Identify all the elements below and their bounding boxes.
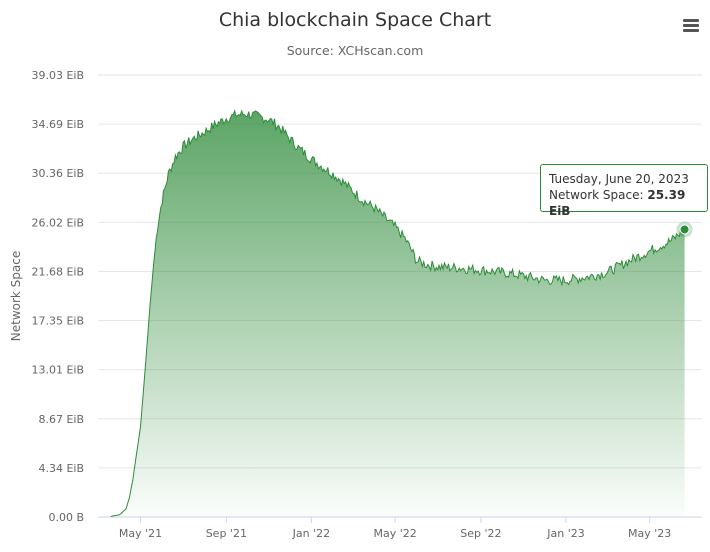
- x-tick-label: Sep '21: [206, 527, 247, 540]
- x-tick-label: Jan '22: [292, 527, 330, 540]
- x-tick-label: Sep '22: [460, 527, 501, 540]
- series-line: [110, 109, 685, 517]
- tooltip-value: 25.39 EiB: [549, 188, 686, 218]
- y-tick-label: 13.01 EiB: [31, 364, 84, 377]
- y-tick-label: 30.36 EiB: [31, 167, 84, 180]
- chart-title: Chia blockchain Space Chart: [218, 9, 492, 31]
- y-tick-label: 39.03 EiB: [31, 69, 84, 82]
- tooltip-label: Network Space:: [549, 188, 644, 202]
- tooltip: Tuesday, June 20, 2023 Network Space: 25…: [540, 164, 708, 218]
- hover-point[interactable]: [679, 224, 690, 235]
- y-tick-label: 26.02 EiB: [31, 216, 84, 229]
- tooltip-line: Network Space: 25.39 EiB: [549, 187, 699, 219]
- x-tick-label: May '23: [628, 527, 671, 540]
- y-tick-label: 34.69 EiB: [31, 118, 84, 131]
- x-tick-label: May '22: [373, 527, 416, 540]
- y-tick-label: 0.00 B: [48, 511, 84, 524]
- hamburger-menu-icon[interactable]: [676, 14, 704, 38]
- series-area: [110, 110, 685, 518]
- x-tick-label: Jan '23: [546, 527, 584, 540]
- y-tick-label: 17.35 EiB: [31, 315, 84, 328]
- chart-subtitle: Source: XCHscan.com: [286, 43, 424, 58]
- y-tick-label: 21.68 EiB: [31, 265, 84, 278]
- x-tick-label: May '21: [119, 527, 162, 540]
- tooltip-date: Tuesday, June 20, 2023: [549, 172, 689, 186]
- y-tick-label: 4.34 EiB: [38, 462, 84, 475]
- y-axis-title: Network Space: [9, 251, 23, 342]
- y-tick-label: 8.67 EiB: [38, 413, 84, 426]
